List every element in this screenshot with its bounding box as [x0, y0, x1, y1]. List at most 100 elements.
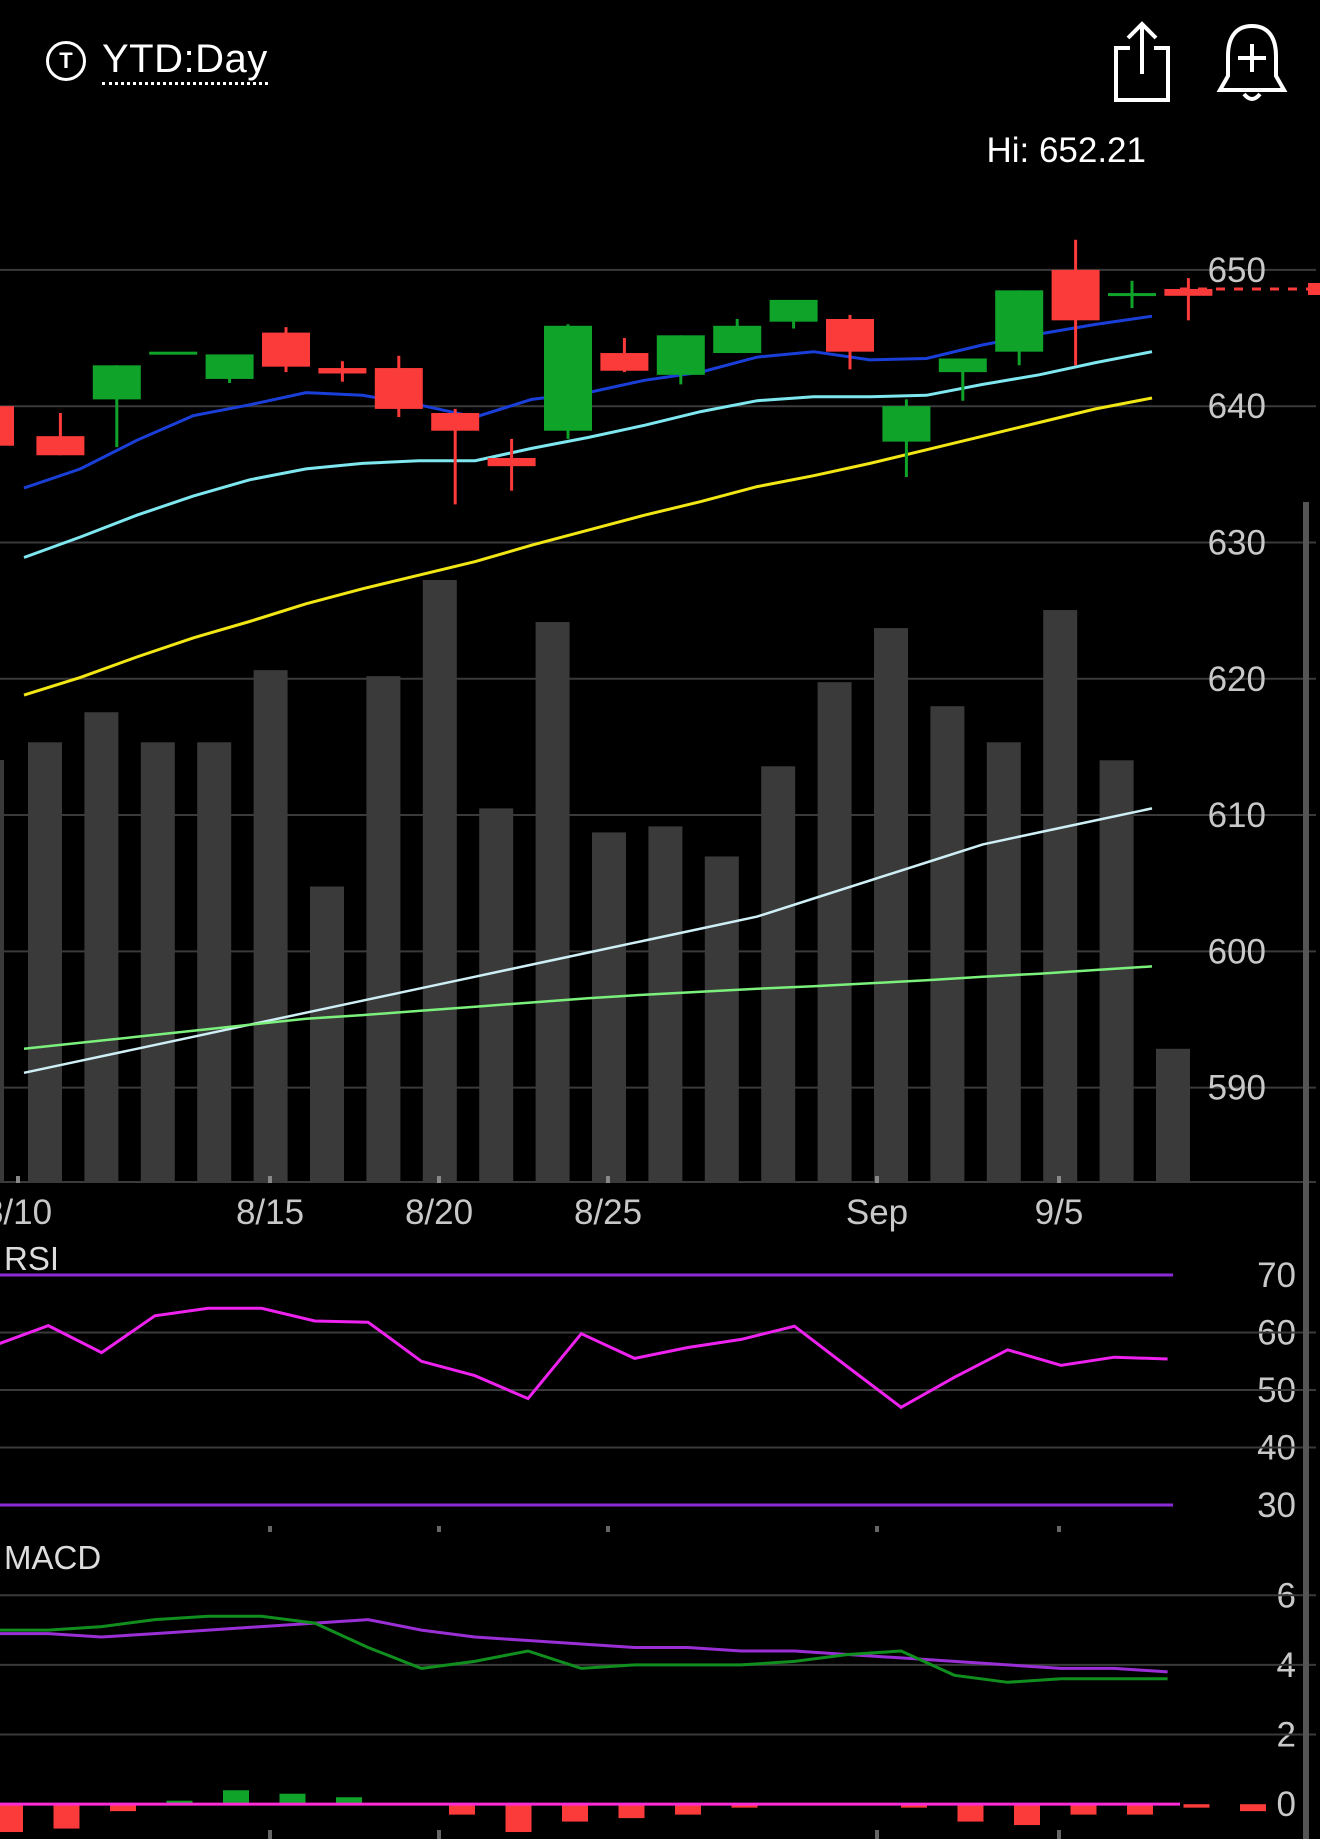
macd-histogram-bar	[1014, 1804, 1040, 1826]
macd-histogram-bar	[901, 1804, 927, 1808]
macd-signal-line	[0, 1618, 1168, 1674]
top-toolbar: T YTD:Day	[0, 0, 1320, 120]
price-axis: 650 640 630 620 610 600 590	[1208, 251, 1266, 1108]
volume-bar	[761, 766, 796, 1181]
timeframe-icon: T	[46, 40, 86, 81]
price-candles	[0, 239, 1320, 505]
volume-bar	[704, 856, 739, 1181]
volume-bar	[874, 628, 908, 1181]
volume-bar	[0, 760, 4, 1181]
candle-body	[205, 354, 254, 379]
macd-histogram-bar	[618, 1804, 645, 1819]
bell-plus-icon[interactable]	[1214, 20, 1290, 106]
volume-bar	[140, 742, 175, 1181]
macd-histogram-bar	[1070, 1804, 1097, 1815]
macd-histogram-bar	[449, 1804, 475, 1815]
volume-bar	[535, 622, 570, 1181]
candle-body	[487, 457, 536, 467]
candle-body	[318, 368, 367, 374]
candle-body	[374, 368, 423, 409]
candle-body	[656, 335, 705, 375]
volume-bar	[1043, 610, 1078, 1181]
macd-histogram-bar	[731, 1804, 758, 1808]
date-tick-label: 8/10	[0, 1193, 52, 1232]
candle-body	[995, 290, 1044, 352]
price-tick-label: 610	[1208, 796, 1266, 835]
candle-body	[938, 358, 987, 373]
candle-body	[600, 353, 649, 371]
volume-bar	[310, 886, 344, 1181]
volume-bar	[84, 712, 119, 1181]
macd-histogram-bar	[336, 1797, 362, 1805]
candle-body	[826, 318, 874, 352]
volume-moving-averages	[23, 807, 1153, 1075]
volume-bar	[592, 832, 626, 1181]
date-tick-label: Sep	[846, 1193, 908, 1232]
macd-histogram-bar	[223, 1790, 249, 1805]
volume-bar	[28, 742, 62, 1181]
volume-bar	[817, 682, 852, 1181]
volume-bar	[1099, 760, 1134, 1181]
macd-histogram-bar	[1240, 1804, 1266, 1812]
date-tick-label: 9/5	[1035, 1193, 1084, 1232]
macd-histogram-bar	[166, 1800, 193, 1805]
price-tick-label: 630	[1208, 523, 1266, 562]
candle-body	[544, 325, 592, 431]
price-tick-label: 650	[1208, 251, 1266, 290]
macd-panel-title: MACD	[4, 1539, 101, 1576]
volume-bar	[253, 670, 288, 1181]
macd-histogram-bar	[1127, 1804, 1153, 1815]
candle-body	[1051, 269, 1100, 321]
rsi-panel-title: RSI	[4, 1240, 59, 1277]
price-tick-label: 600	[1208, 932, 1266, 971]
ma-long-line	[23, 396, 1153, 697]
volume-bar	[479, 808, 514, 1181]
macd-histogram-bar	[675, 1804, 701, 1815]
macd-histogram-bar	[110, 1804, 136, 1812]
macd-histogram-bar	[957, 1804, 984, 1822]
candle-body	[1108, 293, 1156, 297]
price-tick-label: 640	[1208, 387, 1266, 426]
date-tick-label: 8/20	[405, 1193, 473, 1232]
candle-body	[92, 365, 141, 400]
macd-histogram-bar	[0, 1804, 23, 1833]
macd-tick-label: 0	[1277, 1785, 1296, 1824]
date-axis: 8/10 8/15 8/20 8/25 Sep 9/5	[0, 1176, 1083, 1232]
volume-bar	[366, 676, 401, 1181]
volume-ma-slow-line	[23, 965, 1153, 1051]
date-tick-label: 8/15	[236, 1193, 304, 1232]
date-tick-label: 8/25	[574, 1193, 642, 1232]
rsi-line	[0, 1306, 1168, 1410]
candle-body	[882, 406, 931, 442]
volume-bar	[930, 706, 965, 1181]
volume-bar	[986, 742, 1021, 1181]
volume-bar	[422, 580, 457, 1181]
rsi-tick-label: 70	[1257, 1256, 1296, 1295]
price-tick-label: 590	[1208, 1069, 1266, 1108]
macd-histogram-bar	[53, 1804, 80, 1829]
macd-histogram-bar	[562, 1804, 588, 1822]
candle-body	[713, 325, 762, 354]
price-tick-label: 620	[1208, 660, 1266, 699]
candle-body	[262, 332, 310, 367]
volume-bars	[0, 580, 1190, 1181]
volume-ma-fast-line	[23, 807, 1153, 1075]
macd-line	[0, 1614, 1168, 1684]
candle-body	[149, 351, 198, 355]
volume-bar	[1156, 1048, 1190, 1181]
macd-histogram-bar	[279, 1793, 306, 1805]
period-selector-button[interactable]: T YTD:Day	[46, 36, 268, 85]
candle-body	[769, 299, 818, 322]
share-icon[interactable]	[1108, 20, 1176, 106]
period-label: YTD:Day	[102, 36, 268, 85]
candle-body	[36, 436, 85, 456]
macd-histogram-bar	[505, 1804, 532, 1833]
macd-histogram-bar	[1183, 1804, 1210, 1808]
candle-body	[0, 406, 14, 446]
volume-bar	[197, 742, 232, 1181]
volume-bar	[648, 826, 683, 1181]
candle-body	[431, 413, 480, 431]
candle-body	[1164, 288, 1213, 296]
